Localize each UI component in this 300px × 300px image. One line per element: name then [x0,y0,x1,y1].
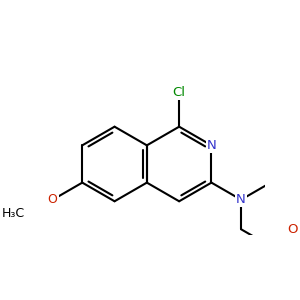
Text: N: N [207,139,216,152]
Text: O: O [287,223,297,236]
Text: H₃C: H₃C [2,207,25,220]
Text: Cl: Cl [173,86,186,99]
Text: O: O [48,193,58,206]
Text: N: N [236,193,246,206]
